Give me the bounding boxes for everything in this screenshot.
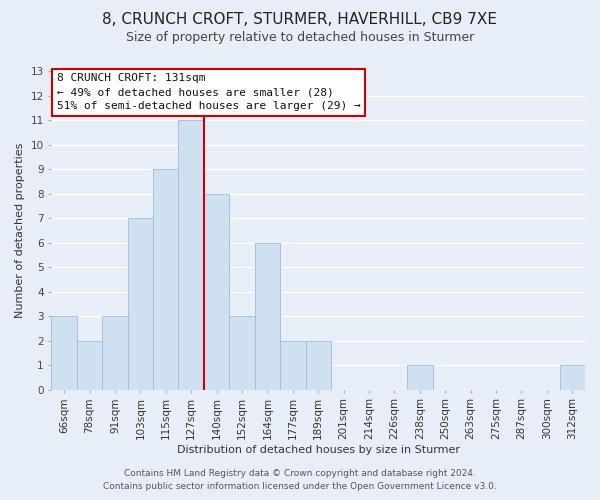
Text: 8, CRUNCH CROFT, STURMER, HAVERHILL, CB9 7XE: 8, CRUNCH CROFT, STURMER, HAVERHILL, CB9… — [103, 12, 497, 28]
Bar — [560, 365, 585, 390]
Text: Size of property relative to detached houses in Sturmer: Size of property relative to detached ho… — [126, 31, 474, 44]
Y-axis label: Number of detached properties: Number of detached properties — [15, 143, 25, 318]
Bar — [128, 218, 153, 390]
Bar — [407, 365, 433, 390]
Bar — [178, 120, 204, 390]
Bar — [77, 340, 102, 390]
Bar — [153, 170, 178, 390]
Text: Contains HM Land Registry data © Crown copyright and database right 2024.
Contai: Contains HM Land Registry data © Crown c… — [103, 470, 497, 491]
Text: 8 CRUNCH CROFT: 131sqm
← 49% of detached houses are smaller (28)
51% of semi-det: 8 CRUNCH CROFT: 131sqm ← 49% of detached… — [57, 73, 361, 111]
Bar — [102, 316, 128, 390]
Bar — [52, 316, 77, 390]
Bar — [204, 194, 229, 390]
Bar — [255, 243, 280, 390]
Bar — [280, 340, 305, 390]
Bar — [305, 340, 331, 390]
X-axis label: Distribution of detached houses by size in Sturmer: Distribution of detached houses by size … — [177, 445, 460, 455]
Bar — [229, 316, 255, 390]
